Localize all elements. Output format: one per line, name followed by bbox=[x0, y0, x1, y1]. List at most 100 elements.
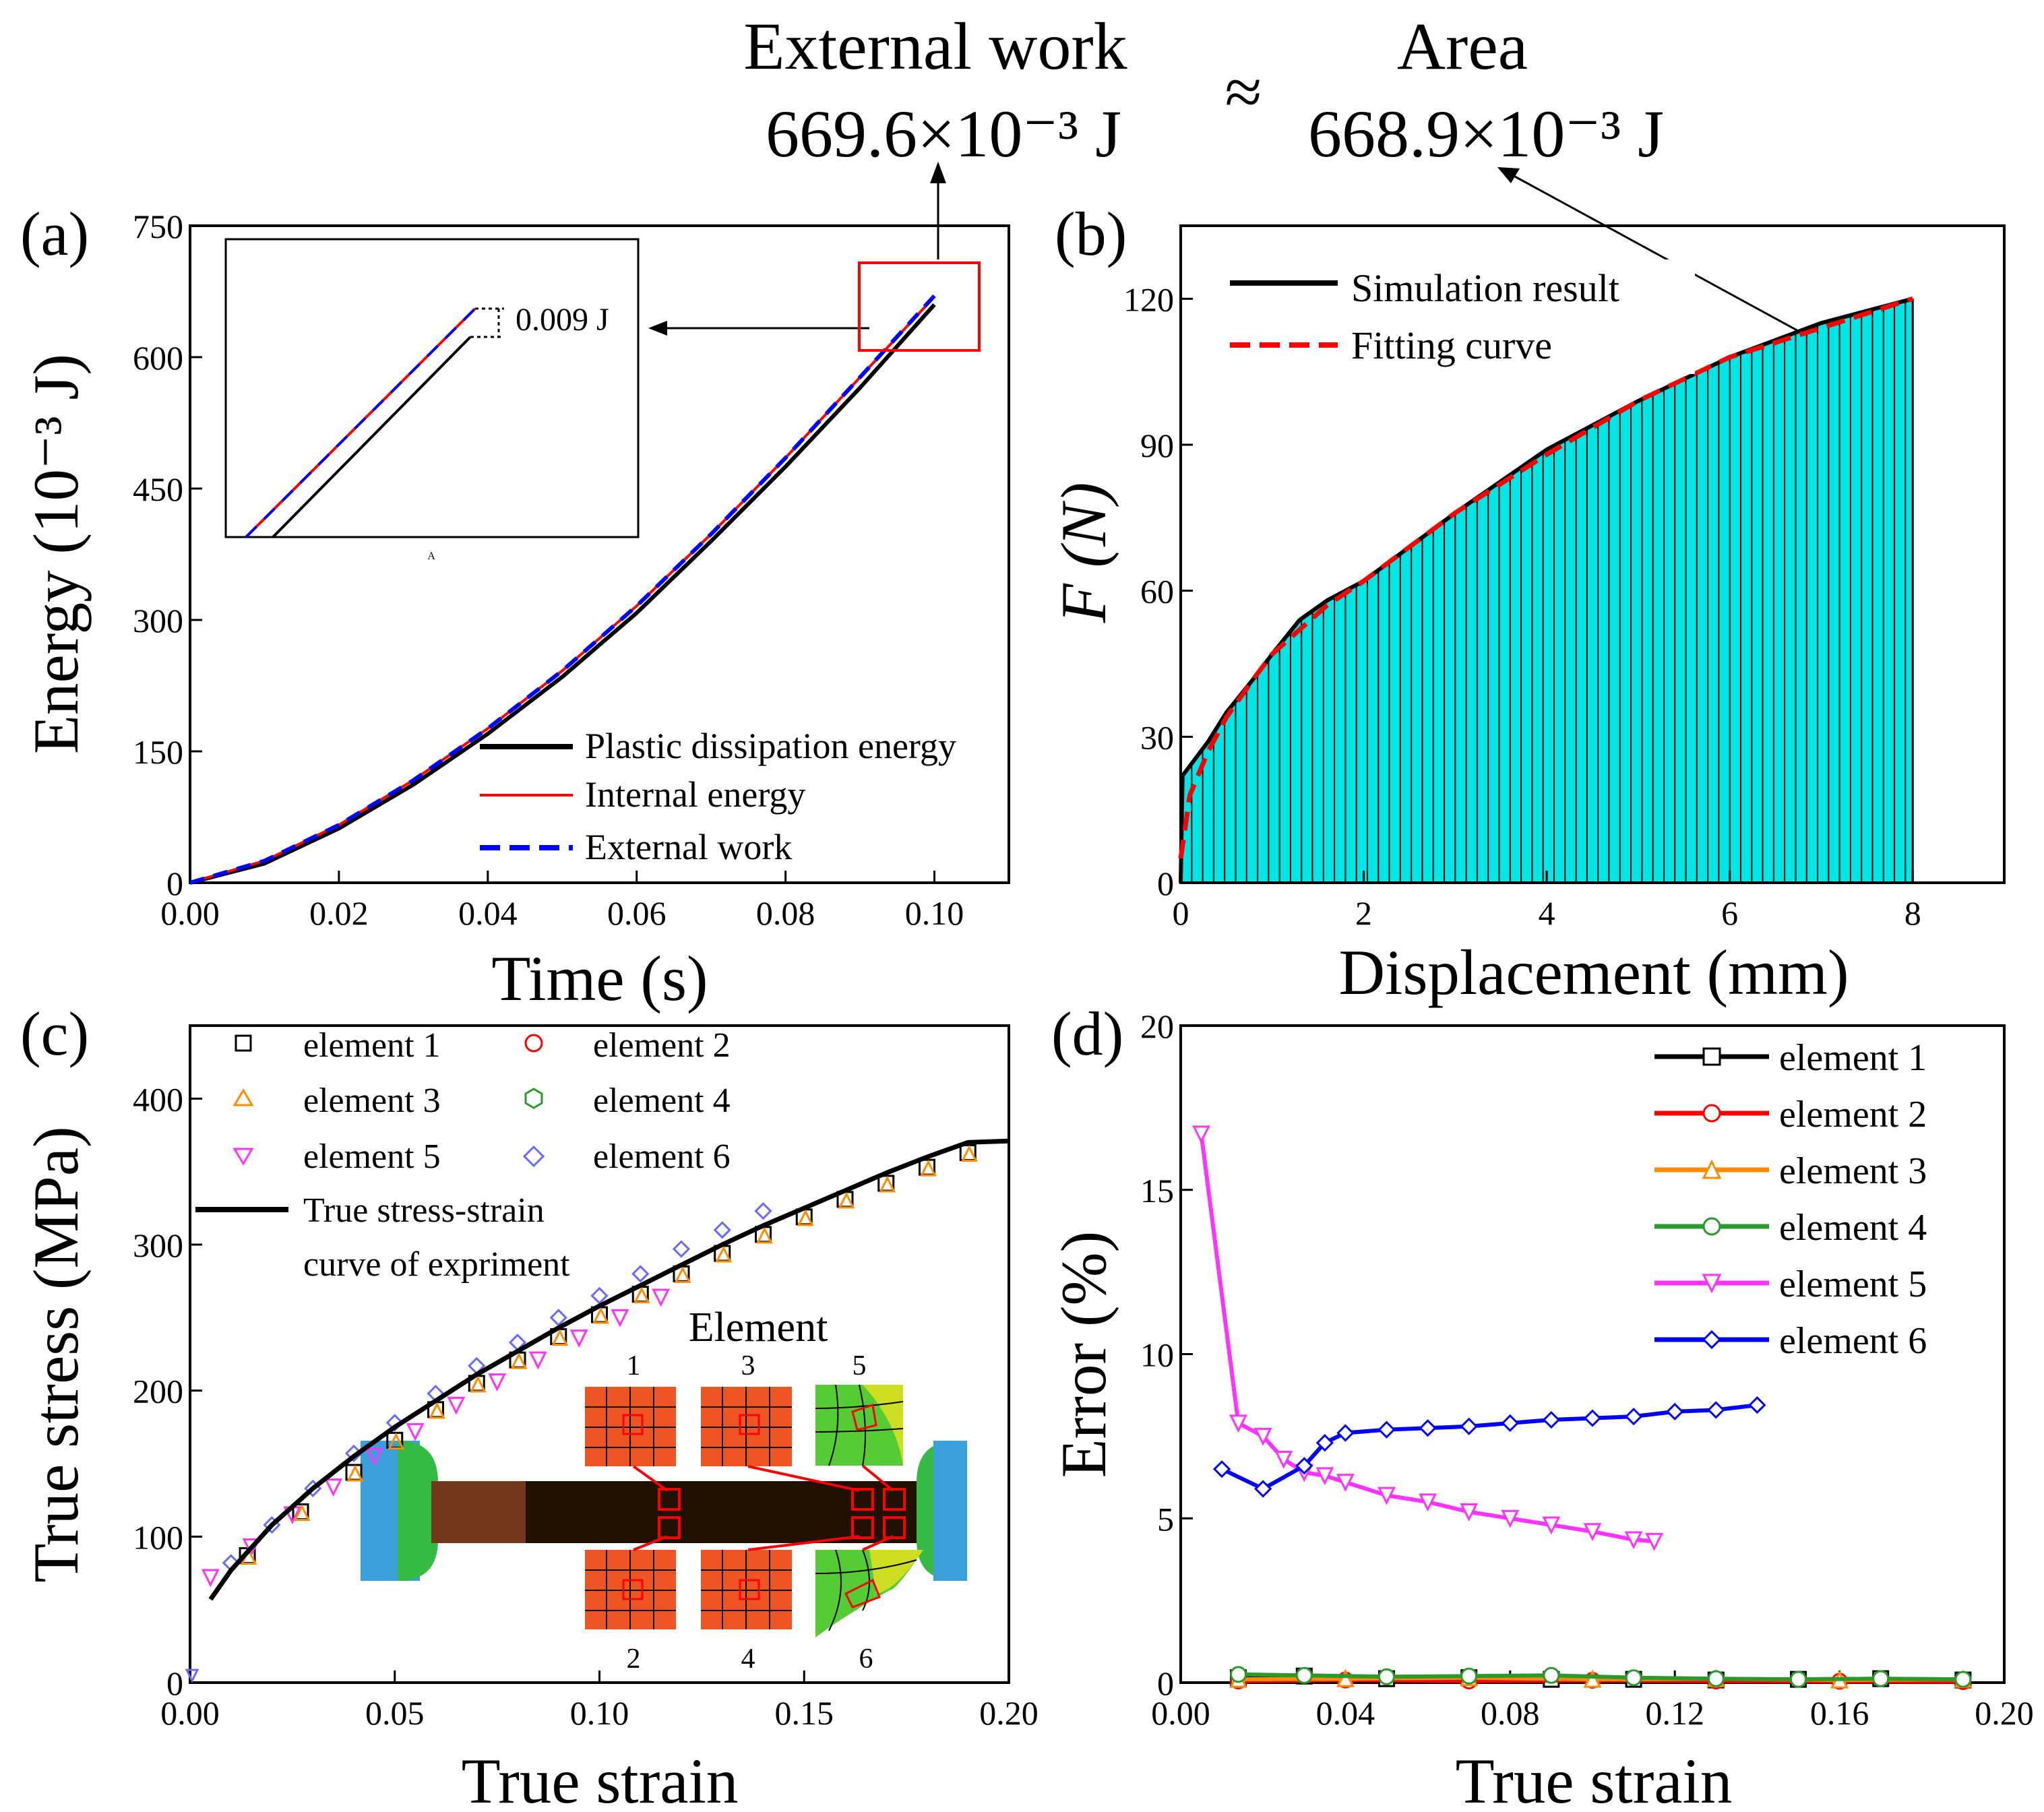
element-3-point bbox=[838, 1191, 855, 1209]
element-6-point bbox=[590, 1286, 609, 1305]
y-tick-label: 150 bbox=[133, 733, 183, 771]
header-arrows bbox=[930, 162, 1800, 333]
panel-b-label: (b) bbox=[1055, 199, 1127, 268]
inset-label-6: 6 bbox=[859, 1644, 873, 1675]
x-tick-label: 0.10 bbox=[570, 1694, 629, 1732]
element-3-point bbox=[429, 1402, 445, 1419]
panel-d-legend: element 1 element 2 element 3 element 4 … bbox=[1654, 1037, 1927, 1362]
true-stress-strain-curve bbox=[208, 1138, 1010, 1601]
element-5-point bbox=[652, 1288, 671, 1307]
element-3-point bbox=[388, 1432, 405, 1449]
patch-4 bbox=[701, 1550, 792, 1629]
specimen-right-grip bbox=[933, 1441, 967, 1581]
y-tick-label: 600 bbox=[133, 339, 183, 377]
legend-c-8: curve of expriment bbox=[303, 1245, 570, 1284]
inset-label-1: 1 bbox=[627, 1350, 641, 1381]
patch-6 bbox=[815, 1549, 923, 1637]
element-3-point bbox=[293, 1504, 311, 1521]
series-d-4-point bbox=[1460, 1667, 1478, 1685]
series-d-5 bbox=[1199, 1133, 1654, 1544]
element-3-point bbox=[715, 1245, 733, 1263]
series-d-5-point bbox=[1274, 1451, 1293, 1469]
panel-c-xlabel: True strain bbox=[462, 1745, 739, 1812]
x-tick-label: 0.05 bbox=[365, 1694, 425, 1732]
panel-c-specimen-inset: Element 1 3 5 2 4 6 bbox=[361, 1305, 967, 1675]
series-d-6-point bbox=[1336, 1424, 1355, 1442]
series-d-6-point bbox=[1707, 1401, 1725, 1419]
series-d-5-point bbox=[1315, 1467, 1334, 1486]
element-5-point bbox=[488, 1373, 507, 1392]
series-d-4-point bbox=[1954, 1670, 1972, 1688]
x-tick-label: 0.08 bbox=[756, 894, 815, 932]
panel-b-xlabel: Displacement (mm) bbox=[1338, 937, 1849, 1008]
panel-c-series bbox=[185, 1138, 1010, 1683]
legend-b-1: Simulation result bbox=[1351, 266, 1619, 310]
series-d-6-point bbox=[1460, 1417, 1478, 1435]
panel-b-ylabel: F (N) bbox=[1048, 482, 1119, 623]
legend-d-1: element 1 bbox=[1779, 1037, 1927, 1079]
series-d-3-point bbox=[1583, 1669, 1602, 1688]
inset-label-5: 5 bbox=[853, 1350, 867, 1381]
y-tick-label: 400 bbox=[133, 1080, 183, 1118]
legend-c-4: element 4 bbox=[593, 1082, 731, 1120]
y-tick-label: 60 bbox=[1140, 573, 1174, 611]
element-3-point bbox=[756, 1226, 773, 1244]
element-3-point bbox=[879, 1175, 896, 1193]
series-d-5-point bbox=[1192, 1125, 1210, 1144]
legend-c-3-marker bbox=[233, 1088, 254, 1106]
panel-d-ticks: 0.00 0.04 0.08 0.12 0.16 0.20 0 5 10 15 20 bbox=[1140, 1007, 2034, 1732]
panel-a-ticks: 0.00 0.02 0.04 0.06 0.08 0.10 0 150 300 450 600 750 bbox=[133, 208, 964, 932]
panel-b: (b) 0 2 4 6 8 0 30 60 90 120 Displacement (mm) F … bbox=[1048, 199, 2006, 1008]
element-6-point bbox=[713, 1221, 731, 1239]
legend-c-4-marker bbox=[524, 1088, 543, 1109]
y-tick-label: 450 bbox=[133, 470, 183, 508]
legend-c-6: element 6 bbox=[593, 1137, 731, 1176]
series-d-5-point bbox=[1253, 1427, 1272, 1446]
panel-a-series bbox=[189, 294, 936, 885]
series-d-5-point bbox=[1229, 1414, 1247, 1433]
series-d-4-point bbox=[1230, 1666, 1247, 1683]
panel-b-area bbox=[1181, 299, 1914, 883]
element-1-point bbox=[345, 1464, 363, 1481]
legend-d-marker bbox=[1702, 1274, 1722, 1294]
y-tick-label: 0 bbox=[166, 865, 183, 902]
x-tick-label: 0.02 bbox=[309, 894, 369, 932]
panel-d-label: (d) bbox=[1051, 999, 1123, 1068]
element-6-point bbox=[672, 1240, 691, 1258]
series-d-6-point bbox=[1542, 1410, 1561, 1429]
panel-b-frame bbox=[1179, 224, 2006, 884]
legend-c-5: element 5 bbox=[303, 1137, 441, 1176]
patch-5 bbox=[815, 1384, 904, 1466]
specimen-left-fillet bbox=[398, 1441, 438, 1581]
element-3-point bbox=[510, 1352, 528, 1369]
element-3-point bbox=[920, 1159, 937, 1177]
series-d-5-point bbox=[1645, 1532, 1664, 1551]
series-a-1 bbox=[189, 303, 936, 885]
y-tick-label: 20 bbox=[1140, 1007, 1174, 1045]
legend-c-1: element 1 bbox=[303, 1026, 441, 1065]
arrow-line-right bbox=[1514, 175, 1800, 333]
element-5-point bbox=[569, 1330, 588, 1348]
legend-d-marker bbox=[1702, 1047, 1721, 1066]
panel-a: (a) 0.00 0.02 0.04 0.06 0.08 0.10 0 150 300 450 60… bbox=[20, 199, 1010, 1014]
x-tick-label: 0.04 bbox=[1316, 1694, 1375, 1732]
x-tick-label: 0 bbox=[1173, 894, 1189, 932]
panel-a-inset-annotation: 0.009 J bbox=[516, 302, 609, 338]
x-tick-label: 0.20 bbox=[1975, 1694, 2034, 1732]
series-d-6-point bbox=[1583, 1409, 1602, 1427]
y-tick-label: 300 bbox=[133, 602, 183, 639]
origin-point bbox=[185, 1668, 199, 1683]
legend-b-2: Fitting curve bbox=[1351, 323, 1552, 367]
y-tick-label: 30 bbox=[1140, 718, 1174, 756]
series-d-4-point bbox=[1295, 1666, 1313, 1684]
series-d-6-point bbox=[1748, 1396, 1766, 1414]
series-d-6-point bbox=[1254, 1480, 1272, 1498]
series-d-6-point bbox=[1501, 1414, 1519, 1432]
element-3-point bbox=[346, 1464, 364, 1482]
legend-c-7: True stress-strain bbox=[303, 1191, 545, 1230]
x-tick-label: 2 bbox=[1355, 894, 1372, 932]
legend-c-2: element 2 bbox=[593, 1026, 731, 1065]
legend-d-5: element 5 bbox=[1779, 1263, 1927, 1305]
x-tick-label: 0.16 bbox=[1810, 1694, 1869, 1732]
series-a-3 bbox=[189, 294, 936, 885]
